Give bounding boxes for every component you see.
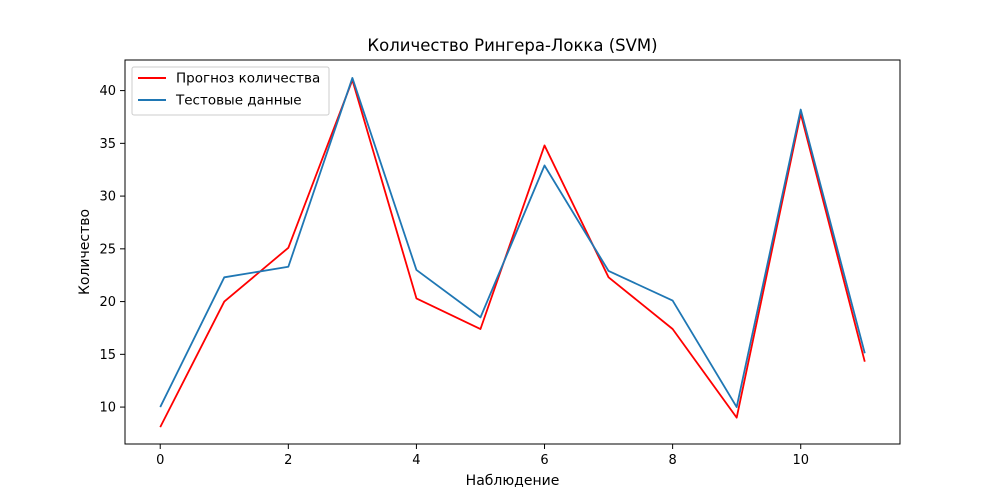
legend-box — [131, 66, 330, 116]
y-tick-label: 40 — [99, 84, 116, 99]
x-axis: 0 2 4 6 8 10 — [156, 444, 809, 468]
x-tick-label: 10 — [792, 453, 809, 468]
legend: Прогноз количества Тестовые данные — [131, 66, 330, 116]
y-axis: 10 15 20 25 30 35 40 — [99, 84, 125, 416]
x-tick-label: 4 — [412, 453, 420, 468]
x-tick-label: 2 — [284, 453, 292, 468]
y-tick-label: 10 — [99, 401, 116, 416]
x-tick-label: 8 — [668, 453, 676, 468]
plot-frame — [124, 59, 901, 445]
y-tick-label: 35 — [99, 137, 116, 152]
series-layer — [159, 77, 866, 428]
x-axis-label: Наблюдение — [466, 473, 560, 489]
y-axis-label: Количество — [77, 209, 93, 295]
legend-label-forecast: Прогноз количества — [176, 71, 320, 87]
legend-label-test: Тестовые данные — [175, 93, 302, 109]
y-tick-label: 25 — [99, 242, 116, 257]
x-tick-label: 0 — [156, 453, 164, 468]
chart-title: Количество Рингера-Локка (SVM) — [367, 36, 657, 55]
y-tick-label: 20 — [99, 295, 116, 310]
series-line-0 — [159, 79, 866, 428]
y-tick-label: 30 — [99, 190, 116, 205]
x-tick-label: 6 — [540, 453, 548, 468]
y-tick-label: 15 — [99, 348, 116, 363]
series-line-1 — [159, 77, 866, 408]
